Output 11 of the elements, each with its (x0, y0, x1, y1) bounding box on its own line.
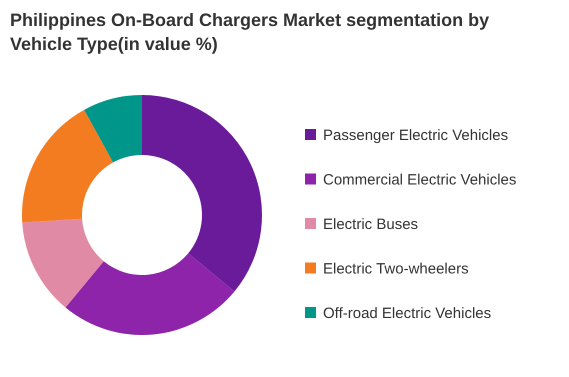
legend-label: Passenger Electric Vehicles (323, 127, 508, 144)
legend-label: Off-road Electric Vehicles (323, 305, 492, 322)
donut-slice (84, 95, 142, 162)
legend-label: Electric Buses (323, 216, 418, 233)
donut-slice (66, 253, 234, 335)
chart-title: Philippines On-Board Chargers Market segmentation by Vehicle Type(in value %) (10, 10, 490, 54)
donut-slice (22, 218, 104, 308)
legend-label: Commercial Electric Vehicles (323, 172, 516, 188)
donut-slice (22, 110, 114, 223)
donut-slice (142, 95, 262, 292)
legend-label: Electric Two-wheelers (323, 260, 469, 278)
